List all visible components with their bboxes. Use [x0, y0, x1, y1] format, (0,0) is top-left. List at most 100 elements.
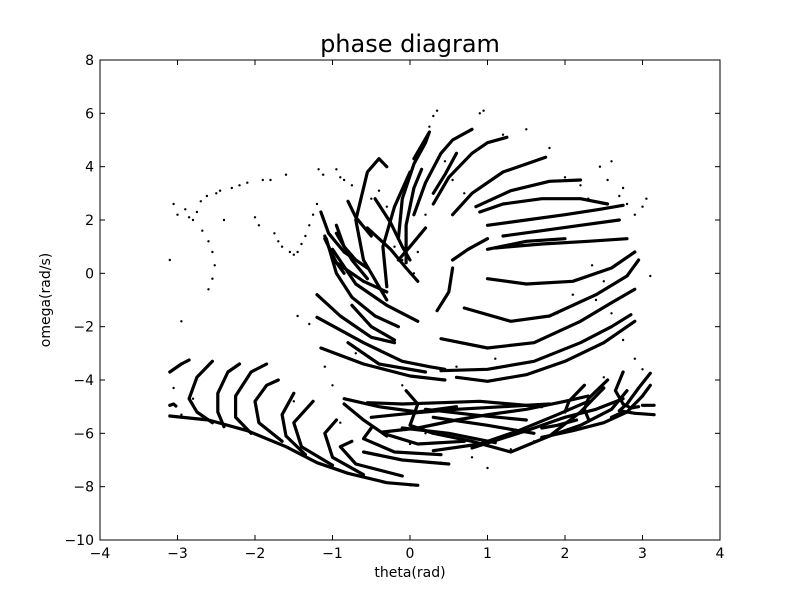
x-tick-label: 0 [406, 546, 415, 562]
data-point [187, 216, 191, 219]
data-point [649, 274, 652, 278]
y-tick-label: 8 [85, 53, 94, 69]
data-point [633, 213, 636, 216]
trajectory-curve [234, 362, 269, 435]
trajectory-curve [563, 383, 586, 414]
x-tick-label: 3 [638, 546, 647, 562]
trajectory-curve [361, 450, 451, 466]
data-point [606, 178, 609, 182]
y-tick-label: −4 [73, 373, 94, 389]
data-point [201, 229, 204, 232]
data-point [222, 218, 226, 222]
data-point [277, 240, 280, 243]
trajectory-curve [324, 237, 400, 329]
y-tick-label: −8 [73, 480, 94, 496]
data-point [257, 224, 261, 227]
data-point [412, 272, 416, 275]
data-point [401, 384, 404, 387]
trajectory-curve [319, 346, 447, 382]
data-point [273, 232, 276, 235]
data-point [215, 192, 218, 195]
trajectory-curve [168, 414, 420, 487]
data-point [176, 213, 179, 216]
data-point [168, 258, 171, 262]
data-point [556, 312, 559, 315]
data-point [339, 421, 342, 424]
data-point [645, 197, 648, 200]
trajectory-curve [404, 167, 424, 265]
trajectory-curve [582, 378, 610, 421]
data-point [428, 125, 431, 128]
trajectory-curve [315, 293, 397, 345]
data-point [205, 194, 209, 198]
data-point [331, 384, 334, 387]
trajectory-curve [474, 178, 583, 209]
data-point [451, 178, 454, 182]
data-point [172, 202, 175, 206]
data-point [602, 376, 605, 379]
trajectory-curve [431, 399, 590, 453]
trajectory-curve [346, 199, 373, 238]
x-tick-label: 2 [561, 546, 570, 562]
data-point [385, 205, 388, 208]
data-point [621, 186, 625, 190]
trajectory-curve [253, 378, 284, 443]
data-point [494, 357, 497, 360]
data-point [482, 109, 485, 112]
trajectory-curve [540, 418, 579, 430]
trajectory-curve [493, 237, 629, 250]
x-tick-label: −4 [90, 546, 111, 562]
trajectory-curve [168, 402, 178, 408]
trajectory-curve [404, 386, 606, 454]
data-point [253, 216, 257, 219]
trajectory-curve [462, 258, 641, 323]
trajectory-curve [431, 135, 509, 206]
x-tick-label: 4 [716, 546, 725, 562]
data-point [548, 146, 551, 150]
data-point [342, 178, 346, 182]
data-point [641, 368, 644, 371]
trajectory-curve [338, 439, 404, 478]
y-tick-label: 4 [85, 160, 94, 176]
data-point [311, 213, 315, 216]
data-point [195, 210, 199, 214]
data-point [478, 112, 481, 115]
data-point [362, 186, 365, 190]
y-axis-ticks: −10 −8 −6 −4 −2 0 2 4 6 8 [64, 53, 720, 549]
data-point [525, 128, 528, 131]
data-point [284, 173, 288, 176]
trajectory-curve [400, 426, 497, 445]
data-point [308, 224, 311, 227]
trajectory-curve [315, 315, 447, 371]
data-point [308, 322, 311, 326]
data-point [501, 133, 505, 136]
y-tick-label: 6 [85, 106, 94, 122]
data-point [199, 200, 202, 203]
plot-area [99, 59, 721, 541]
trajectory-curve [613, 370, 641, 410]
data-point [610, 160, 613, 163]
data-point [393, 245, 396, 248]
trajectory-curve [451, 237, 490, 262]
trajectory-curve [381, 431, 466, 446]
data-point [180, 413, 183, 416]
data-point [641, 205, 644, 208]
data-point [625, 202, 629, 206]
data-point [532, 440, 536, 443]
data-point [571, 293, 574, 296]
data-point [230, 186, 233, 190]
x-tick-label: −3 [167, 546, 188, 562]
data-point [315, 202, 319, 206]
trajectory-curve [342, 397, 459, 414]
trajectory-curve [292, 399, 335, 467]
trajectory-curve [431, 151, 459, 195]
data-point [435, 109, 439, 112]
data-point [246, 181, 249, 184]
trajectory-curve [280, 391, 307, 457]
data-point [610, 312, 613, 315]
data-point [317, 168, 320, 171]
trajectory-curve [323, 418, 366, 477]
data-point [602, 280, 605, 283]
trajectory-curve [617, 371, 656, 417]
